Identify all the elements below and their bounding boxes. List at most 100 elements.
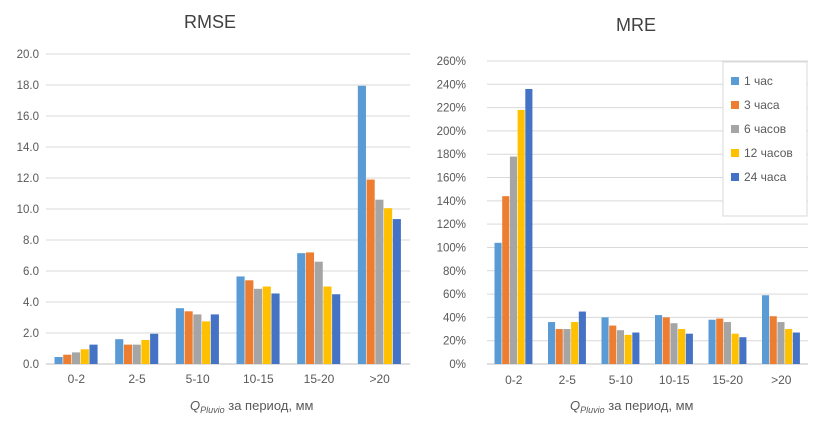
rmse-category-label: 15-20 (304, 372, 335, 386)
mre-chart-title: MRE (616, 15, 656, 35)
rmse-category-label: 5-10 (186, 372, 210, 386)
mre-bar (654, 315, 663, 364)
mre-bar (609, 325, 617, 364)
mre-bar (578, 311, 586, 364)
legend-swatch (731, 173, 739, 181)
rmse-bar (193, 314, 202, 364)
mre-bar (509, 156, 517, 364)
rmse-y-tick-label: 12.0 (17, 173, 39, 185)
rmse-bar (71, 352, 81, 365)
mre-y-tick-label: 200% (437, 126, 466, 138)
mre-y-tick-label: 240% (437, 79, 466, 91)
rmse-bar (366, 179, 375, 364)
rmse-bar (89, 344, 98, 365)
legend-entry: 1 час (744, 74, 773, 88)
rmse-y-tick-label: 20.0 (17, 49, 39, 61)
legend-swatch (731, 101, 739, 109)
legend-swatch (731, 125, 739, 133)
rmse-chart: RMSE 0.0 2.0 4.0 6.0 8.0 10.0 12.0 14.0 16.0 18.0 2… (17, 12, 410, 415)
rmse-y-tick-label: 4.0 (23, 297, 39, 309)
rmse-y-tick-label: 16.0 (17, 111, 39, 123)
legend-entry: 6 часов (744, 122, 786, 136)
mre-bar (785, 329, 793, 364)
mre-category-label: 10-15 (659, 373, 690, 387)
mre-bar (761, 295, 770, 364)
rmse-bar (262, 286, 271, 364)
mre-chart: MRE 0% 20% 40% 60% 80% 100% 120% 140% 160% 180% 200… (437, 15, 808, 415)
mre-category-label: 15-20 (712, 373, 743, 387)
mre-bar (792, 332, 800, 364)
rmse-y-tick-label: 2.0 (23, 328, 39, 340)
rmse-bar (323, 286, 332, 364)
rmse-bar (357, 85, 366, 364)
rmse-bar (305, 252, 315, 364)
rmse-bar (184, 311, 193, 364)
mre-bar (632, 332, 640, 364)
rmse-bar (63, 354, 72, 364)
mre-legend: 1 час 3 часа 6 часов 12 часов 24 часа (722, 61, 808, 217)
mre-y-tick-label: 160% (437, 173, 466, 185)
rmse-y-tick-label: 6.0 (23, 266, 39, 278)
mre-bar (601, 317, 609, 364)
rmse-bar (123, 344, 133, 365)
mre-category-label: 0-2 (505, 373, 523, 387)
legend-entry: 3 часа (744, 98, 780, 112)
rmse-bar (245, 280, 254, 364)
mre-bar (525, 88, 533, 364)
rmse-y-tick-label: 14.0 (17, 142, 39, 154)
mre-bar (678, 329, 686, 364)
rmse-bar (132, 344, 141, 365)
rmse-category-label: 0-2 (68, 372, 86, 386)
rmse-bar (253, 288, 263, 364)
legend-entry: 24 часа (744, 170, 787, 184)
mre-bar (716, 318, 724, 364)
mre-bar (624, 334, 632, 364)
legend-box (722, 61, 808, 217)
rmse-chart-title: RMSE (184, 12, 236, 32)
mre-category-label: >20 (771, 373, 792, 387)
rmse-bar (115, 339, 124, 364)
mre-category-label: 5-10 (609, 373, 633, 387)
rmse-y-tick-label: 18.0 (17, 80, 39, 92)
rmse-bar (332, 294, 341, 364)
mre-bar (731, 333, 739, 364)
mre-bar (769, 316, 777, 364)
mre-bar (555, 329, 563, 364)
rmse-bar (375, 199, 384, 364)
rmse-category-label: 2-5 (128, 372, 146, 386)
rmse-bar (210, 314, 219, 364)
mre-bar (547, 322, 556, 364)
mre-bar (494, 242, 502, 364)
mre-bar (685, 333, 693, 364)
mre-bar (670, 323, 678, 364)
mre-bar (502, 196, 510, 364)
mre-y-tick-label: 0% (449, 359, 466, 371)
mre-y-tick-label: 220% (437, 103, 466, 115)
mre-bar (708, 319, 716, 364)
rmse-bar (202, 321, 211, 365)
rmse-y-tick-label: 8.0 (23, 235, 39, 247)
rmse-bar (80, 349, 89, 364)
mre-bar (777, 322, 785, 364)
mre-bar (662, 317, 670, 364)
rmse-bar (297, 253, 306, 364)
rmse-x-axis-label: QPluvio за период, мм (190, 398, 314, 415)
mre-x-axis-label: QPluvio за период, мм (570, 398, 694, 415)
mre-bar (739, 337, 747, 364)
legend-swatch (731, 149, 739, 157)
rmse-category-label: >20 (369, 372, 390, 386)
legend-swatch (731, 77, 739, 85)
mre-y-tick-label: 140% (437, 196, 466, 208)
mre-y-tick-label: 120% (437, 219, 466, 231)
mre-y-tick-label: 100% (437, 242, 466, 254)
rmse-bar (314, 261, 323, 364)
mre-bar (723, 322, 731, 364)
rmse-bar (392, 219, 401, 364)
rmse-y-tick-label: 10.0 (17, 204, 39, 216)
rmse-bar (236, 276, 245, 364)
mre-bar (517, 109, 525, 364)
mre-bar (563, 329, 571, 364)
mre-y-tick-label: 260% (437, 56, 466, 68)
